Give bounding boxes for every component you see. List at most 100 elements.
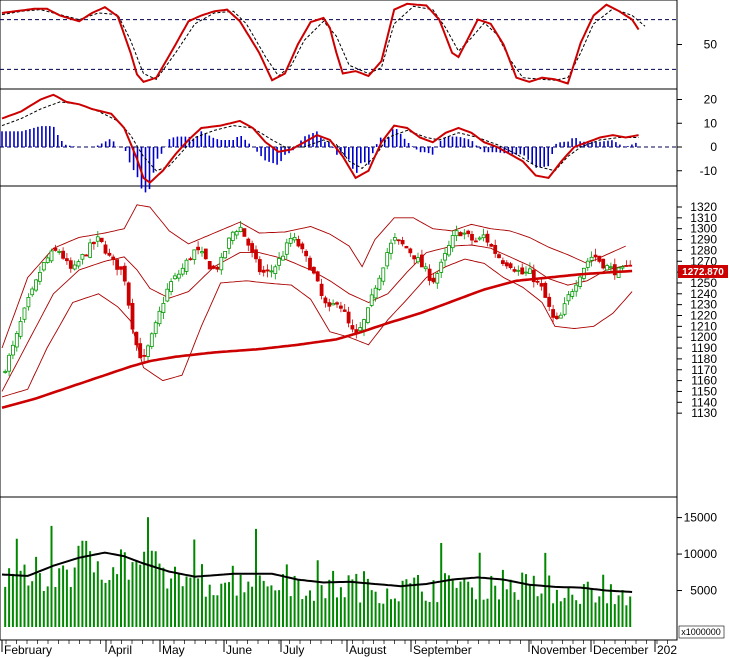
candle-body (180, 267, 185, 275)
volume-bars (1, 517, 633, 627)
candle-body (427, 268, 432, 281)
candle-body (53, 247, 58, 251)
candle-body (462, 232, 467, 235)
candle-body (454, 230, 459, 237)
candle-body (315, 271, 320, 282)
candle-body (605, 265, 609, 271)
candle-body (153, 322, 158, 334)
candle-body (265, 269, 270, 272)
candle-body (269, 270, 274, 273)
candle-body (400, 239, 405, 245)
moving-average-line (1, 269, 633, 409)
candle-body (215, 266, 220, 270)
candle-body (558, 314, 563, 319)
candle-body (188, 258, 193, 261)
candle-body (311, 266, 316, 274)
candle-body (257, 259, 262, 273)
candle-body (80, 253, 85, 260)
candle-body (18, 320, 23, 337)
macd-axis: 20 10 0 -10 (677, 93, 717, 178)
price-axis-tick-label: 1310 (690, 211, 717, 225)
candle-body (273, 266, 278, 274)
candle-body (338, 305, 343, 309)
macd-axis-tick-label: 20 (704, 93, 718, 107)
candle-body (254, 249, 258, 260)
candle-body (589, 256, 594, 261)
month-label: July (283, 643, 304, 657)
candle-body (481, 234, 486, 239)
candle-body (562, 303, 567, 315)
candle-body (161, 302, 166, 313)
candle-body (373, 287, 378, 299)
bollinger-upper-line (1, 204, 626, 349)
candle-body (609, 266, 613, 269)
candle-body (107, 252, 112, 256)
price-axis-tick-label: 1280 (690, 243, 717, 257)
candle-body (196, 246, 201, 251)
candle-body (284, 242, 289, 255)
price-axis-tick-label: 1320 (690, 200, 717, 214)
candle-body (358, 327, 363, 332)
candle-body (578, 276, 582, 287)
candle-body (458, 232, 463, 237)
volume-unit: x1000000 (678, 625, 725, 639)
candle-body (489, 243, 494, 247)
candle-body (169, 281, 174, 293)
candle-body (574, 284, 579, 292)
candle-body (99, 237, 104, 242)
price-axis-tick-label: 1180 (691, 352, 717, 366)
candle-body (219, 256, 224, 271)
candle-body (277, 257, 282, 266)
candle-body (223, 250, 228, 259)
candle-body (203, 248, 208, 260)
candle-body (404, 245, 409, 249)
candle-body (296, 238, 301, 247)
candle-body (134, 331, 139, 346)
candle-body (211, 265, 216, 269)
candle-body (443, 253, 447, 261)
price-axis-tick-label: 1230 (690, 298, 717, 312)
bollinger-lower-line (1, 258, 633, 398)
candle-body (157, 310, 162, 325)
candle-body (300, 243, 305, 250)
price-axis-tick-label: 1150 (691, 384, 717, 398)
candle-body (261, 269, 266, 273)
candle-body (57, 250, 62, 253)
candle-body (593, 254, 598, 258)
candle-body (512, 269, 517, 272)
candle-body (304, 250, 309, 257)
price-axis-tick-label: 1290 (690, 233, 717, 247)
candle-body (26, 296, 31, 308)
candle-body (34, 279, 38, 291)
candle-body (45, 257, 50, 263)
price-axis-tick-label: 1130 (691, 406, 717, 420)
candle-body (149, 333, 154, 347)
volume-unit-box (678, 625, 725, 639)
candle-body (543, 282, 548, 298)
candle-body (68, 260, 73, 269)
candle-body (126, 282, 131, 306)
candle-body (446, 245, 451, 256)
candle-body (419, 254, 424, 268)
candle-body (308, 257, 312, 271)
candle-body (14, 332, 19, 348)
candle-body (323, 297, 328, 304)
price-axis: 1320131013001290128012701260125012401230… (677, 200, 717, 420)
candle-body (173, 275, 177, 280)
candle-body (142, 354, 147, 357)
candle-body (119, 266, 123, 270)
month-label: 202 (657, 643, 677, 657)
candle-body (628, 264, 633, 267)
candle-body (10, 344, 15, 356)
candle-body (439, 261, 444, 273)
candle-body (92, 241, 96, 245)
candle-body (362, 319, 366, 331)
month-label: February (4, 643, 52, 657)
candle-body (477, 237, 482, 240)
price-axis-tick-label: 1210 (690, 319, 717, 333)
volume-axis: 15000 10000 5000 (677, 511, 717, 598)
stochastic-axis: 50 (677, 38, 717, 52)
candle-body (319, 283, 324, 297)
candle-body (381, 267, 386, 282)
macd-line (1, 93, 639, 184)
